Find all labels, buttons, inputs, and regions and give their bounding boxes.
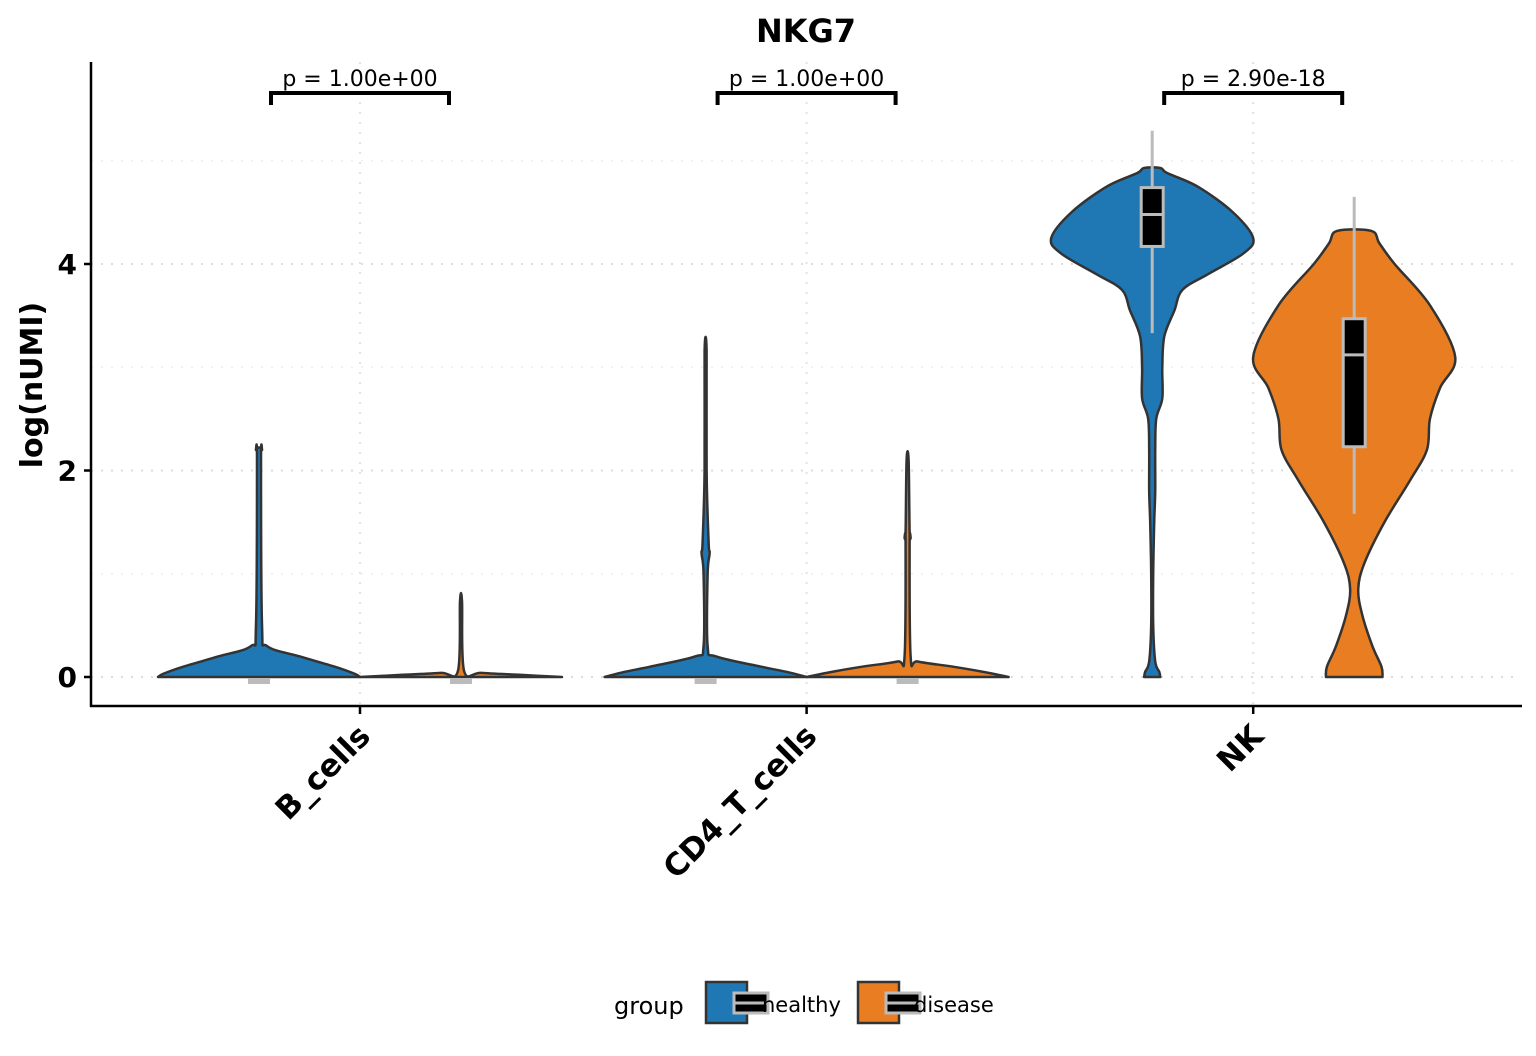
legend-title: group (614, 992, 684, 1020)
violin-disease-CD4_T_cells (805, 449, 1010, 679)
legend-label-healthy: healthy (762, 993, 841, 1017)
violin-healthy-CD4_T_cells (603, 335, 808, 679)
pvalue-brackets: p = 1.00e+00 p = 1.00e+00 p = 2.90e-18 (269, 67, 1345, 105)
violin-healthy-B_cells (156, 443, 362, 679)
x-tick-label: CD4_T_cells (656, 718, 824, 886)
box (896, 678, 919, 684)
violin-disease-B_cells (358, 591, 564, 679)
box (248, 678, 270, 684)
violins (156, 130, 1457, 684)
y-ticks: 0 2 4 (58, 248, 91, 694)
significance-bracket (715, 91, 898, 105)
box (450, 678, 472, 684)
legend: group healthy disease (614, 980, 994, 1025)
significance-bracket (1162, 91, 1345, 105)
x-tick-label: B_cells (269, 718, 378, 827)
legend-label-disease: disease (914, 993, 994, 1017)
p-value-label: p = 1.00e+00 (729, 67, 884, 92)
box (1139, 186, 1165, 248)
x-tick-label: NK (1210, 718, 1271, 779)
box (1341, 317, 1367, 449)
y-tick-label: 2 (58, 455, 77, 488)
p-value-label: p = 2.90e-18 (1181, 67, 1326, 92)
box (694, 678, 717, 684)
x-ticks: B_cells CD4_T_cells NK (269, 706, 1272, 886)
y-axis-label: log(nUMI) (15, 302, 50, 469)
y-tick-label: 4 (58, 248, 77, 281)
significance-bracket (269, 91, 451, 105)
p-value-label: p = 1.00e+00 (282, 67, 437, 92)
y-tick-label: 0 (58, 661, 77, 694)
chart-title: NKG7 (756, 12, 856, 50)
